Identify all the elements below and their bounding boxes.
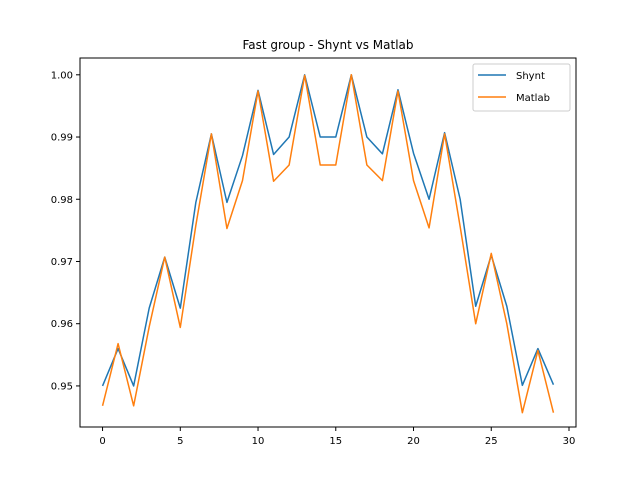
series-line-shynt <box>101 74 555 387</box>
x-axis-ticks: 0 5 10 15 20 25 30 <box>99 427 575 447</box>
y-tick-label: 0.98 <box>51 195 73 206</box>
legend-label-matlab: Matlab <box>516 93 550 104</box>
legend-label-shynt: Shynt <box>516 71 545 82</box>
x-tick-label: 0 <box>99 436 105 447</box>
chart-title: Fast group - Shynt vs Matlab <box>242 38 413 52</box>
series-line-matlab <box>101 74 555 414</box>
y-tick-label: 0.97 <box>51 257 73 268</box>
y-tick-label: 0.95 <box>51 381 73 392</box>
series-layer <box>101 74 555 414</box>
x-tick-label: 15 <box>329 436 342 447</box>
y-axis-ticks: 0.95 0.96 0.97 0.98 0.99 1.00 <box>51 70 80 392</box>
x-tick-label: 10 <box>252 436 265 447</box>
legend: Shynt Matlab <box>472 63 571 112</box>
axes-frame <box>79 57 577 428</box>
x-tick-label: 25 <box>485 436 498 447</box>
x-tick-label: 30 <box>563 436 576 447</box>
y-tick-label: 0.96 <box>51 319 73 330</box>
x-tick-label: 5 <box>177 436 183 447</box>
y-tick-label: 0.99 <box>51 133 73 144</box>
x-tick-label: 20 <box>407 436 420 447</box>
y-tick-label: 1.00 <box>51 70 73 81</box>
